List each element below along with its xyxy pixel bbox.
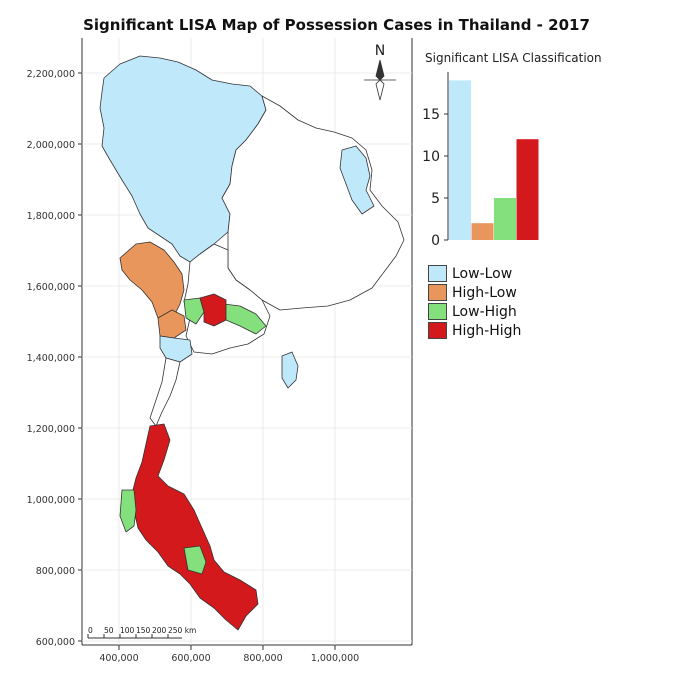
chart-y-tick-label: 0 (431, 233, 440, 249)
legend-label: High-Low (452, 284, 517, 301)
legend-item: Low-Low (428, 264, 521, 283)
scale-bar-label: 100 (120, 626, 135, 635)
legend-swatch (428, 284, 447, 301)
region-lower-west-low-low (159, 335, 193, 363)
scale-bar-label: 250 km (168, 626, 196, 635)
legend-label: Low-High (452, 303, 517, 320)
legend-label: High-High (452, 322, 522, 339)
x-tick-label: 400,000 (99, 653, 138, 664)
bar-low-high (494, 198, 516, 240)
scale-bar: 0 50 100 150 200 250 km (87, 626, 196, 639)
y-tick-label: 2,000,000 (27, 140, 75, 151)
lisa-bar-chart (449, 80, 539, 241)
chart-y-tick-label: 10 (422, 149, 440, 165)
north-arrow-icon (364, 59, 396, 101)
region-east-low-low (281, 351, 299, 389)
legend-swatch (428, 265, 447, 282)
region-south-high-high (131, 423, 259, 631)
y-tick-label: 1,400,000 (27, 353, 75, 364)
x-tick-label: 800,000 (243, 653, 282, 664)
chart-title: Significant LISA Classification (425, 51, 602, 65)
legend-label: Low-Low (452, 265, 513, 282)
map-title: Significant LISA Map of Possession Cases… (83, 16, 590, 34)
chart-y-tick-label: 15 (422, 107, 440, 123)
bar-low-low (449, 80, 471, 241)
legend-item: High-Low (428, 283, 521, 302)
region-south-low-high-center (183, 545, 207, 575)
region-central-high-high (199, 293, 227, 327)
scale-bar-label: 50 (104, 626, 114, 635)
y-tick-label: 2,200,000 (27, 69, 75, 80)
y-tick-label: 1,800,000 (27, 211, 75, 222)
region-east-low-high (223, 303, 267, 335)
y-tick-label: 1,000,000 (27, 495, 75, 506)
legend-swatch (428, 322, 447, 339)
map-legend: Low-Low High-Low Low-High High-High (428, 264, 521, 340)
x-axis: 400,000 600,000 800,000 1,000,000 (99, 645, 359, 664)
thailand-map (99, 55, 405, 631)
region-south-low-high-west (119, 489, 137, 533)
bar-high-high (516, 139, 539, 240)
scale-bar-label: 150 (136, 626, 151, 635)
chart-y-tick-label: 5 (431, 191, 440, 207)
region-central-low-high (183, 297, 205, 325)
scale-bar-label: 200 (152, 626, 167, 635)
legend-item: High-High (428, 321, 521, 340)
north-label: N (375, 43, 385, 59)
region-upper-south (149, 357, 181, 427)
y-tick-label: 800,000 (36, 566, 75, 577)
legend-swatch (428, 303, 447, 320)
region-northeast-low-low (339, 145, 375, 215)
x-tick-label: 1,000,000 (311, 653, 359, 664)
x-tick-label: 600,000 (171, 653, 210, 664)
legend-item: Low-High (428, 302, 521, 321)
y-tick-label: 600,000 (36, 637, 75, 648)
y-tick-label: 1,600,000 (27, 282, 75, 293)
scale-bar-label: 0 (88, 626, 93, 635)
y-tick-label: 1,200,000 (27, 424, 75, 435)
map-frame (81, 38, 413, 646)
chart-y-axis: 0 5 10 15 (422, 107, 448, 249)
y-axis: 2,200,000 2,000,000 1,800,000 1,600,000 1,40… (27, 69, 82, 648)
bar-high-low (471, 223, 494, 240)
region-west-high-low (119, 241, 185, 331)
